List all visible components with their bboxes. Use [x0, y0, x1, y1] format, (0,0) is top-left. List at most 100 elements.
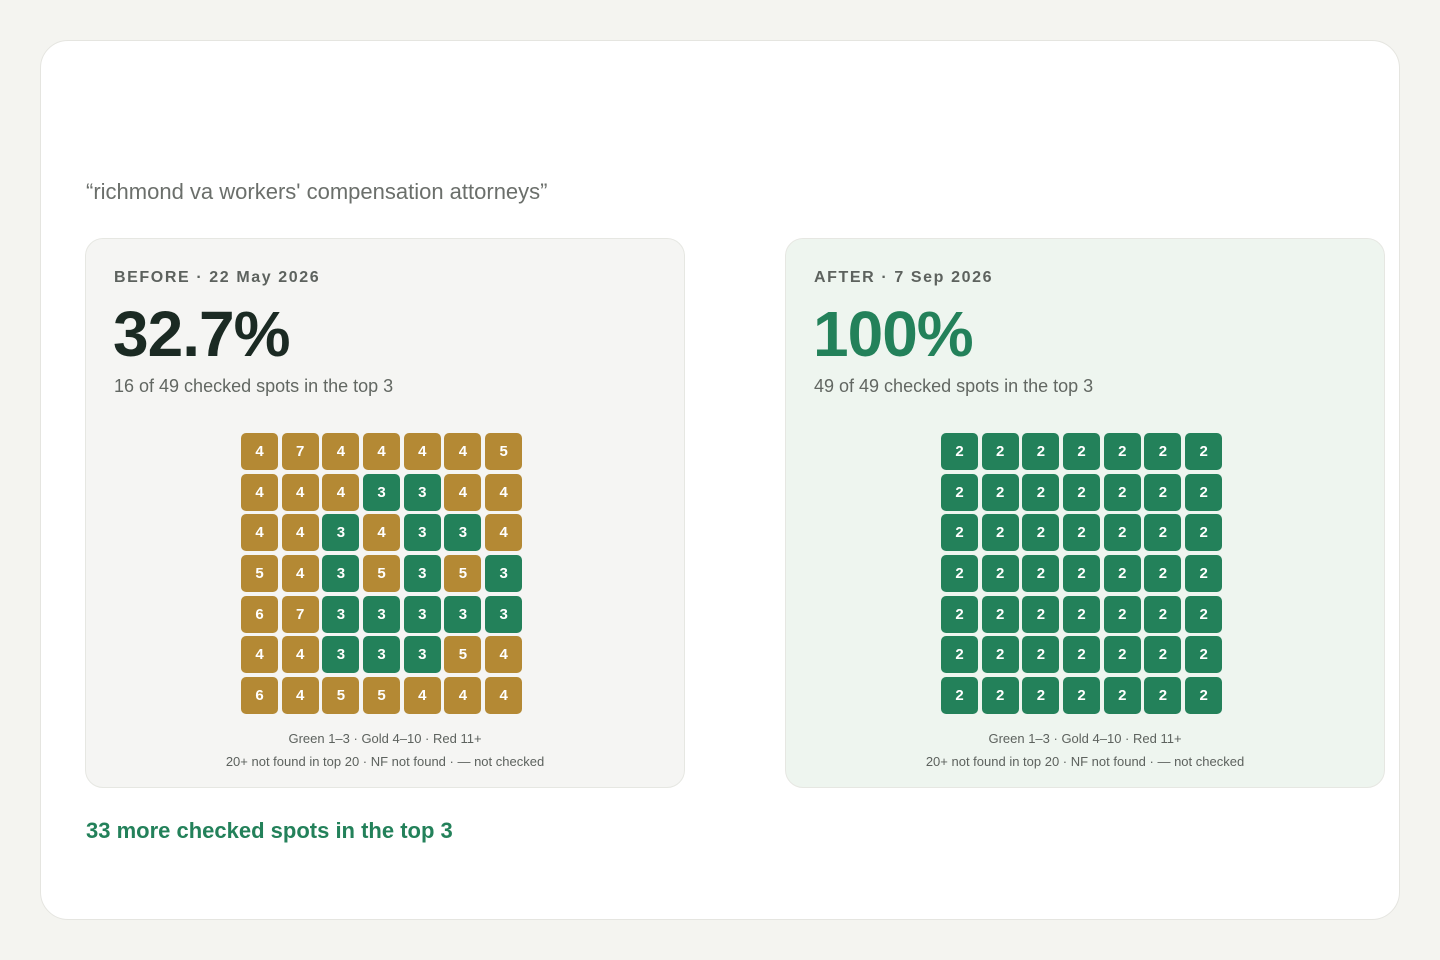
grid-cell: 4 [241, 636, 278, 674]
grid-cell: 3 [403, 555, 441, 593]
grid-cell: 2 [941, 433, 978, 470]
grid-cell: 5 [241, 555, 278, 593]
grid-cell: 2 [1063, 555, 1101, 593]
grid-cell: 4 [281, 636, 319, 674]
grid-cell: 4 [403, 433, 441, 470]
grid-cell: 6 [241, 677, 278, 715]
grid-cell: 4 [444, 433, 482, 470]
grid-cell: 2 [1144, 595, 1182, 633]
grid-cell: 2 [1185, 433, 1223, 470]
grid-cell: 2 [1185, 555, 1223, 593]
grid-cell: 2 [1103, 555, 1141, 593]
grid-cell: 4 [403, 677, 441, 715]
grid-cell: 5 [322, 677, 360, 715]
grid-cell: 2 [1103, 473, 1141, 511]
grid-cell: 2 [941, 514, 978, 552]
grid-cell: 5 [444, 636, 482, 674]
grid-cell: 2 [1063, 636, 1101, 674]
grid-cell: 7 [281, 433, 319, 470]
grid-cell: 3 [403, 514, 441, 552]
grid-cell: 2 [1022, 473, 1060, 511]
grid-cell: 3 [403, 636, 441, 674]
grid-cell: 2 [1144, 636, 1182, 674]
grid-cell: 5 [444, 555, 482, 593]
grid-cell: 2 [941, 595, 978, 633]
grid-cell: 4 [485, 677, 523, 715]
grid-cell: 2 [1144, 555, 1182, 593]
grid-cell: 2 [1144, 677, 1182, 715]
grid-cell: 2 [1103, 514, 1141, 552]
grid-cell: 3 [322, 636, 360, 674]
query: “richmond va workers' compensation attor… [86, 179, 548, 204]
grid-cell: 2 [1103, 595, 1141, 633]
grid-cell: 2 [1022, 677, 1060, 715]
grid-cell: 2 [1022, 555, 1060, 593]
grid-cell: 2 [981, 514, 1019, 552]
panel: BEFORE · 22 May 2026 32.7% 16 of 49 checke… [85, 238, 685, 788]
grid-cell: 4 [241, 433, 278, 470]
grid-cell: 2 [1185, 514, 1223, 552]
grid-cell: 2 [1103, 433, 1141, 470]
grid-cell: 3 [322, 595, 360, 633]
stat: 32.7% [113, 298, 290, 370]
grid-cell: 4 [485, 473, 523, 511]
grid-cell: 4 [444, 677, 482, 715]
grid-cell: 4 [322, 433, 360, 470]
grid-cell: 4 [322, 473, 360, 511]
grid-cell: 3 [363, 473, 401, 511]
grid-cell: 3 [403, 595, 441, 633]
grid-cell: 4 [241, 473, 278, 511]
grid-cell: 2 [1185, 636, 1223, 674]
grid-cell: 4 [363, 514, 401, 552]
grid-cell: 4 [281, 473, 319, 511]
grid-cell: 3 [485, 555, 523, 593]
grid-cell: 2 [1022, 514, 1060, 552]
report-card: “richmond va workers' compensation attor… [40, 40, 1400, 920]
grid-cell: 5 [363, 555, 401, 593]
grid-cell: 4 [281, 555, 319, 593]
grid-cell: 4 [281, 677, 319, 715]
grid-cell: 2 [1022, 595, 1060, 633]
legend-line: Green 1–3 · Gold 4–10 · Red 11+ [288, 731, 482, 746]
grid-cell: 4 [444, 473, 482, 511]
grid-cell: 2 [1022, 433, 1060, 470]
grid-cell: 3 [444, 514, 482, 552]
grid-cell: 2 [1063, 433, 1101, 470]
grid-cell: 3 [444, 595, 482, 633]
grid-cell: 2 [1063, 595, 1101, 633]
panel-label: BEFORE · 22 May 2026 [114, 269, 321, 286]
grid-cell: 2 [1022, 636, 1060, 674]
grid-cell: 2 [1185, 677, 1223, 715]
grid-cell: 2 [941, 636, 978, 674]
grid-cell: 2 [981, 677, 1019, 715]
grid-cell: 2 [981, 595, 1019, 633]
grid-cell: 2 [1185, 595, 1223, 633]
grid-cell: 2 [981, 636, 1019, 674]
grid-cell: 2 [1063, 677, 1101, 715]
grid-cell: 2 [1144, 473, 1182, 511]
grid-cell: 2 [941, 677, 978, 715]
grid-cell: 2 [941, 473, 978, 511]
grid-cell: 5 [363, 677, 401, 715]
grid-cell: 2 [1144, 514, 1182, 552]
grid-cell: 3 [322, 514, 360, 552]
subtitle: 49 of 49 checked spots in the top 3 [814, 376, 1094, 396]
grid-cell: 7 [281, 595, 319, 633]
grid-cell: 2 [981, 555, 1019, 593]
panel-label: AFTER · 7 Sep 2026 [814, 269, 994, 286]
grid-cell: 2 [1063, 514, 1101, 552]
grid-cell: 2 [981, 433, 1019, 470]
grid-cell: 3 [485, 595, 523, 633]
legend-line: 20+ not found in top 20 · NF not found ·… [225, 754, 545, 769]
grid-cell: 2 [1103, 636, 1141, 674]
grid-cell: 6 [241, 595, 278, 633]
grid-cell: 3 [363, 595, 401, 633]
grid-cell: 2 [941, 555, 978, 593]
panel: AFTER · 7 Sep 2026 100% 49 of 49 checked s… [785, 238, 1385, 788]
grid-cell: 2 [1185, 473, 1223, 511]
grid-cell: 3 [363, 636, 401, 674]
grid-cell: 4 [485, 514, 523, 552]
subtitle: 16 of 49 checked spots in the top 3 [114, 376, 394, 396]
